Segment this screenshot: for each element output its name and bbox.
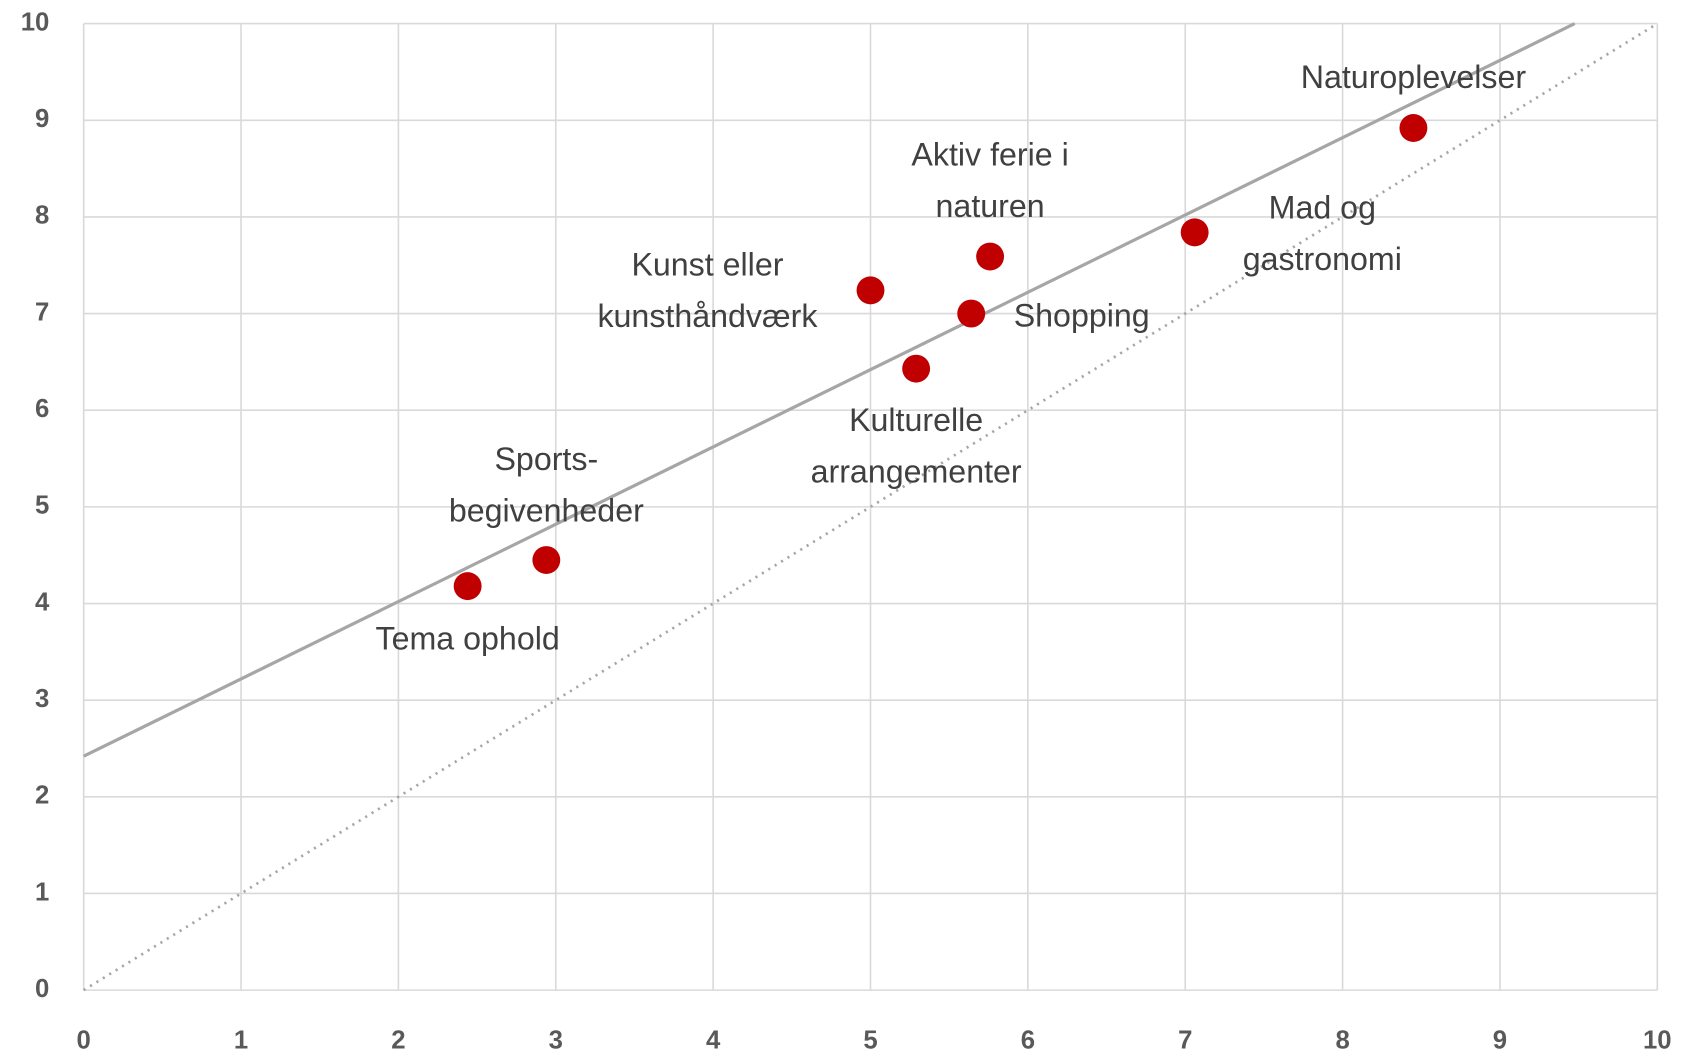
point — [1399, 114, 1428, 142]
point — [976, 242, 1005, 271]
y-tick-label: 8 — [35, 202, 49, 230]
x-tick-label: 10 — [1643, 1026, 1672, 1053]
point — [957, 299, 986, 328]
x-tick-label: 5 — [863, 1026, 877, 1053]
point — [453, 572, 482, 601]
x-tick-label: 0 — [77, 1026, 91, 1053]
trendline — [82, 22, 1576, 758]
y-tick-label: 1 — [35, 878, 49, 906]
point-label: Mad og — [1269, 189, 1376, 225]
y-tick-label: 0 — [35, 975, 49, 1003]
y-tick-label: 10 — [21, 8, 50, 36]
x-tick-label: 2 — [391, 1026, 405, 1053]
point-label: gastronomi — [1243, 241, 1402, 277]
point-label: arrangementer — [811, 453, 1022, 489]
y-tick-label: 7 — [35, 298, 49, 326]
point-label: Sports- — [494, 441, 598, 477]
y-tick-label: 5 — [35, 492, 49, 520]
y-tick-label: 3 — [35, 685, 49, 713]
point-label: Tema ophold — [376, 620, 560, 656]
point-label: Aktiv ferie i — [911, 136, 1068, 172]
x-tick-label: 9 — [1493, 1026, 1507, 1053]
point — [856, 276, 885, 305]
x-tick-label: 1 — [234, 1026, 248, 1053]
point — [902, 354, 931, 383]
point — [532, 546, 561, 574]
point-label: Kulturelle — [849, 402, 983, 438]
point-label: begivenheder — [449, 492, 644, 528]
y-tick-label: 6 — [35, 395, 49, 423]
x-tick-label: 8 — [1335, 1026, 1349, 1053]
point-label: naturen — [936, 188, 1045, 224]
y-tick-label: 2 — [35, 782, 49, 810]
point-label: kunsthåndværk — [597, 298, 818, 334]
point-label: Naturoplevelser — [1301, 59, 1527, 95]
point-label: Shopping — [1014, 297, 1150, 333]
x-tick-label: 6 — [1021, 1026, 1035, 1053]
y-tick-label: 9 — [35, 105, 49, 133]
y-tick-label: 4 — [35, 588, 50, 616]
point — [1180, 218, 1209, 247]
x-tick-label: 4 — [706, 1026, 721, 1053]
x-tick-label: 7 — [1178, 1026, 1192, 1053]
point-label: Kunst eller — [631, 246, 783, 282]
x-tick-label: 3 — [549, 1026, 563, 1053]
